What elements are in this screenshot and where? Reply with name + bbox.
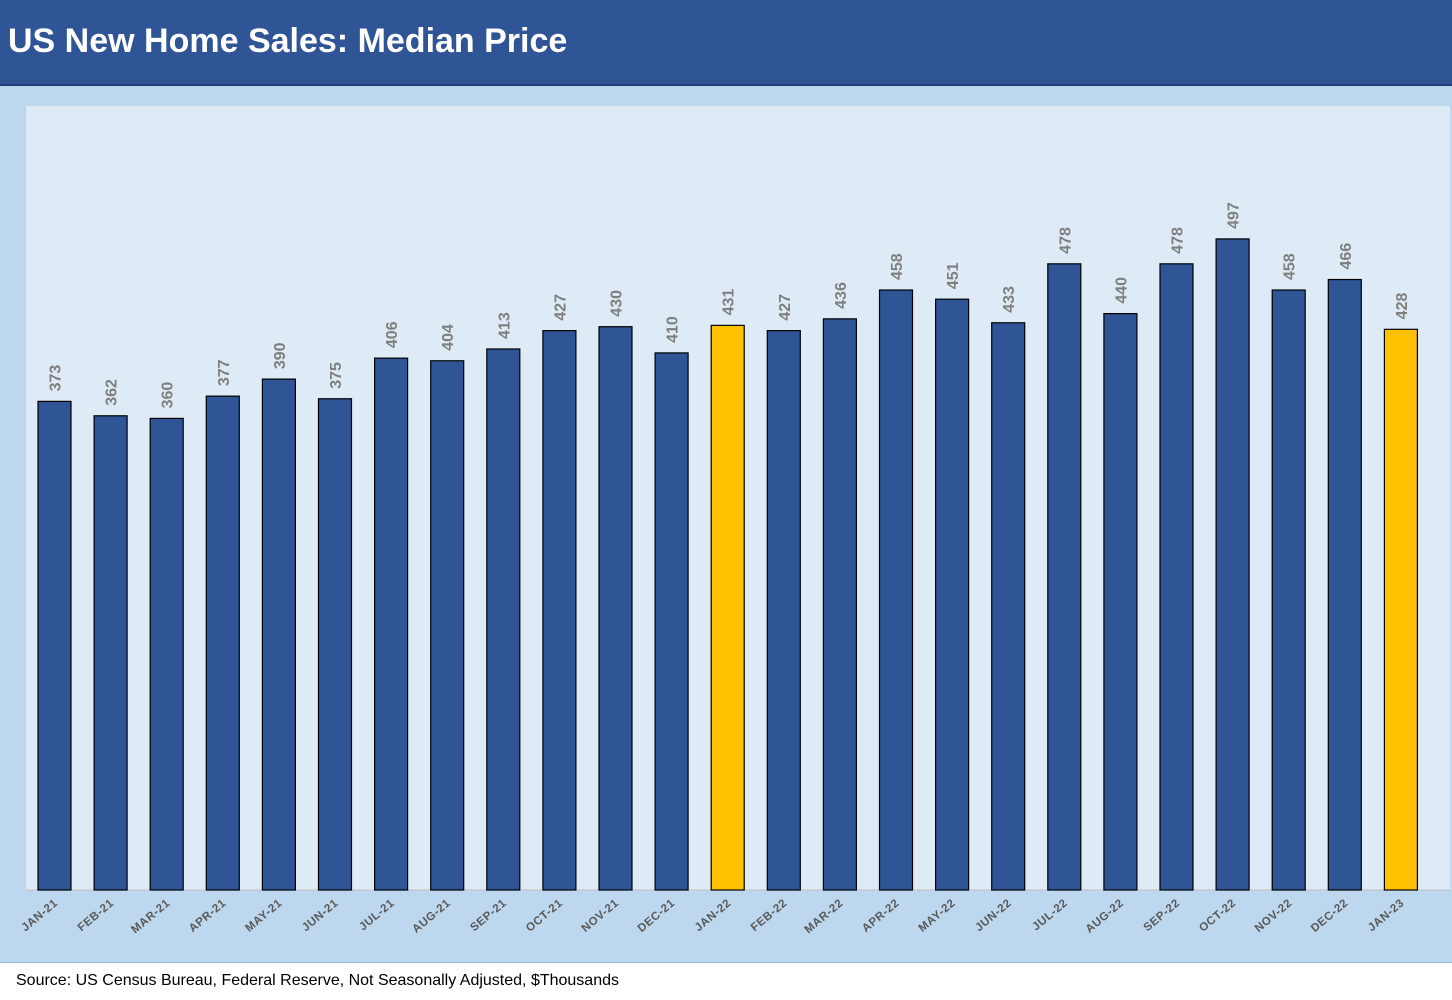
category-label-sep-22: SEP-22 <box>1142 897 1183 934</box>
bar-aug-21 <box>430 360 465 891</box>
value-label-may-22: 451 <box>945 262 962 289</box>
value-label-may-21: 390 <box>272 342 289 369</box>
bar-apr-22 <box>878 289 914 891</box>
bar-jan-21 <box>37 400 72 891</box>
bar-dec-22 <box>1327 278 1362 891</box>
bar-feb-21 <box>93 415 128 891</box>
category-label-jul-22: JUL-22 <box>1030 897 1070 933</box>
value-label-feb-21: 362 <box>104 379 121 406</box>
category-label-may-22: MAY-22 <box>917 897 958 935</box>
header-bar: US New Home Sales: Median Price <box>0 0 1452 86</box>
bar-chart: 373 JAN-21 362 FEB-21 360 MAR-21 377 APR-21 390 M… <box>20 202 1450 936</box>
source-note: Source: US Census Bureau, Federal Reserv… <box>16 972 619 989</box>
bar-feb-22 <box>766 330 801 891</box>
category-label-jan-22: JAN-22 <box>693 897 734 934</box>
category-label-jun-22: JUN-22 <box>973 897 1014 934</box>
value-label-dec-21: 410 <box>665 316 682 343</box>
value-label-nov-21: 430 <box>609 290 626 317</box>
value-label-oct-22: 497 <box>1226 202 1243 229</box>
category-label-mar-22: MAR-22 <box>803 897 846 936</box>
category-label-jul-21: JUL-21 <box>357 897 397 933</box>
value-label-feb-22: 427 <box>777 294 794 321</box>
value-label-jan-22: 431 <box>721 289 738 316</box>
bar-dec-21 <box>654 352 689 891</box>
value-label-aug-21: 404 <box>440 324 457 351</box>
bar-jan-22 <box>710 324 745 891</box>
bar-may-22 <box>934 298 970 891</box>
value-label-dec-22: 466 <box>1338 243 1355 270</box>
category-label-dec-22: DEC-22 <box>1309 897 1351 935</box>
category-label-oct-22: OCT-22 <box>1197 897 1238 934</box>
value-label-jun-21: 375 <box>328 362 345 389</box>
bar-jul-22 <box>1047 263 1082 891</box>
value-label-sep-22: 478 <box>1170 227 1187 254</box>
category-label-nov-22: NOV-22 <box>1253 897 1295 935</box>
bar-jan-23 <box>1383 328 1419 891</box>
source-footer: Source: US Census Bureau, Federal Reserv… <box>0 962 1452 1000</box>
category-label-aug-22: AUG-22 <box>1084 897 1127 936</box>
bar-mar-22 <box>822 318 858 891</box>
value-label-jan-23: 428 <box>1394 293 1411 320</box>
bar-nov-21 <box>598 326 633 891</box>
bar-sep-22 <box>1159 263 1194 891</box>
category-label-aug-21: AUG-21 <box>410 897 453 936</box>
category-label-oct-21: OCT-21 <box>524 897 565 934</box>
category-label-jan-23: JAN-23 <box>1366 897 1407 934</box>
value-label-mar-21: 360 <box>160 382 177 409</box>
value-label-apr-21: 377 <box>216 359 233 386</box>
category-label-feb-22: FEB-22 <box>749 897 790 934</box>
category-label-mar-21: MAR-21 <box>129 897 172 936</box>
bar-oct-21 <box>542 330 577 891</box>
category-label-jan-21: JAN-21 <box>20 897 61 934</box>
bar-aug-22 <box>1103 313 1138 891</box>
value-label-apr-22: 458 <box>889 253 906 280</box>
bar-oct-22 <box>1215 238 1250 891</box>
chart-title: US New Home Sales: Median Price <box>8 22 568 60</box>
bar-sep-21 <box>486 348 521 891</box>
value-label-mar-22: 436 <box>833 282 850 309</box>
bar-jun-22 <box>991 322 1026 891</box>
value-label-jul-22: 478 <box>1057 227 1074 254</box>
bar-nov-22 <box>1271 289 1306 891</box>
category-label-dec-21: DEC-21 <box>636 897 678 935</box>
value-label-oct-21: 427 <box>552 294 569 321</box>
bar-mar-21 <box>149 417 184 891</box>
category-label-may-21: MAY-21 <box>243 897 284 935</box>
category-label-feb-21: FEB-21 <box>76 897 117 934</box>
value-label-jan-21: 373 <box>48 365 65 392</box>
value-label-jul-21: 406 <box>384 321 401 348</box>
category-label-jun-21: JUN-21 <box>300 897 341 934</box>
category-label-apr-21: APR-21 <box>187 897 229 935</box>
value-label-nov-22: 458 <box>1282 253 1299 280</box>
bar-jun-21 <box>317 398 353 891</box>
bar-jul-21 <box>374 357 409 891</box>
bar-may-21 <box>261 378 296 891</box>
category-label-nov-21: NOV-21 <box>580 897 622 935</box>
category-label-sep-21: SEP-21 <box>468 897 509 934</box>
value-label-sep-21: 413 <box>496 312 513 339</box>
value-label-aug-22: 440 <box>1113 277 1130 304</box>
value-label-jun-22: 433 <box>1001 286 1018 313</box>
category-label-apr-22: APR-22 <box>860 897 902 935</box>
bar-apr-21 <box>205 395 240 891</box>
